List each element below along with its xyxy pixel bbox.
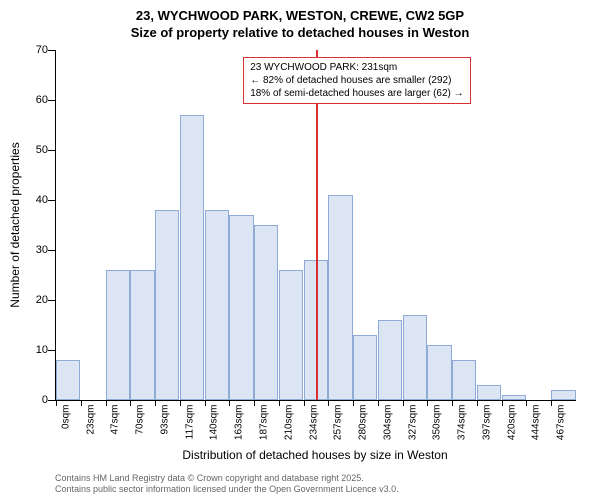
footer-line-2: Contains public sector information licen… — [55, 484, 399, 496]
y-tick-label: 50 — [26, 144, 48, 156]
y-tick — [48, 100, 56, 101]
plot-area: 010203040506070 0sqm23sqm47sqm70sqm93sqm… — [55, 50, 575, 400]
y-tick-label: 40 — [26, 194, 48, 206]
x-tick-label: 187sqm — [259, 405, 270, 441]
histogram-bar — [279, 270, 303, 400]
x-tick-label: 70sqm — [135, 405, 146, 435]
histogram-bar — [378, 320, 402, 400]
x-tick-label: 163sqm — [234, 405, 245, 441]
chart-title-line2: Size of property relative to detached ho… — [0, 25, 600, 44]
annotation-line-2: ← 82% of detached houses are smaller (29… — [250, 74, 463, 87]
x-tick — [551, 400, 552, 406]
histogram-bar — [155, 210, 179, 400]
annotation-line-1: 23 WYCHWOOD PARK: 231sqm — [250, 61, 463, 74]
x-tick — [81, 400, 82, 406]
x-tick — [526, 400, 527, 406]
y-tick-label: 70 — [26, 44, 48, 56]
x-tick — [403, 400, 404, 406]
y-tick — [48, 350, 56, 351]
histogram-bar — [106, 270, 130, 400]
histogram-bar — [551, 390, 575, 400]
annotation-line-3: 18% of semi-detached houses are larger (… — [250, 87, 463, 100]
x-tick — [130, 400, 131, 406]
x-tick-label: 93sqm — [159, 405, 170, 435]
x-tick — [427, 400, 428, 406]
histogram-bar — [502, 395, 526, 400]
x-tick — [304, 400, 305, 406]
histogram-bar — [205, 210, 229, 400]
histogram-bar — [427, 345, 451, 400]
x-tick — [477, 400, 478, 406]
x-tick — [328, 400, 329, 406]
histogram-bar — [229, 215, 253, 400]
y-axis-label: Number of detached properties — [8, 142, 22, 307]
x-tick-label: 420sqm — [506, 405, 517, 441]
histogram-bar — [477, 385, 501, 400]
y-tick — [48, 50, 56, 51]
x-tick — [378, 400, 379, 406]
x-tick-label: 140sqm — [209, 405, 220, 441]
x-tick-label: 304sqm — [382, 405, 393, 441]
x-tick — [254, 400, 255, 406]
y-tick-label: 10 — [26, 344, 48, 356]
y-tick-label: 0 — [26, 394, 48, 406]
y-tick-label: 60 — [26, 94, 48, 106]
x-tick-label: 327sqm — [407, 405, 418, 441]
x-tick-label: 117sqm — [184, 405, 195, 440]
x-tick-label: 444sqm — [531, 405, 542, 441]
x-tick-label: 0sqm — [60, 405, 71, 429]
y-tick-label: 20 — [26, 294, 48, 306]
y-tick — [48, 400, 56, 401]
x-tick-label: 397sqm — [481, 405, 492, 441]
x-tick — [180, 400, 181, 406]
y-tick — [48, 250, 56, 251]
x-tick — [205, 400, 206, 406]
y-tick — [48, 150, 56, 151]
y-tick-label: 30 — [26, 244, 48, 256]
x-tick-label: 23sqm — [85, 405, 96, 435]
x-tick — [279, 400, 280, 406]
histogram-bar — [130, 270, 154, 400]
x-tick-label: 374sqm — [457, 405, 468, 441]
footer-text: Contains HM Land Registry data © Crown c… — [55, 473, 399, 496]
x-tick-label: 234sqm — [308, 405, 319, 441]
histogram-bar — [328, 195, 352, 400]
x-tick-label: 280sqm — [358, 405, 369, 441]
histogram-bar — [353, 335, 377, 400]
x-tick — [155, 400, 156, 406]
y-tick — [48, 200, 56, 201]
x-tick-label: 467sqm — [556, 405, 567, 441]
histogram-bar — [180, 115, 204, 400]
x-axis-label: Distribution of detached houses by size … — [182, 448, 447, 462]
x-tick-label: 210sqm — [283, 405, 294, 441]
x-tick — [353, 400, 354, 406]
x-tick — [452, 400, 453, 406]
annotation-box: 23 WYCHWOOD PARK: 231sqm ← 82% of detach… — [243, 57, 470, 104]
histogram-bar — [56, 360, 80, 400]
x-tick — [229, 400, 230, 406]
x-tick — [106, 400, 107, 406]
plot-inner: 010203040506070 0sqm23sqm47sqm70sqm93sqm… — [55, 50, 576, 401]
histogram-bar — [254, 225, 278, 400]
x-tick-label: 257sqm — [333, 405, 344, 441]
x-tick — [502, 400, 503, 406]
x-tick — [56, 400, 57, 406]
histogram-bar — [452, 360, 476, 400]
x-tick-label: 47sqm — [110, 405, 121, 435]
chart-container: 23, WYCHWOOD PARK, WESTON, CREWE, CW2 5G… — [0, 0, 600, 500]
footer-line-1: Contains HM Land Registry data © Crown c… — [55, 473, 399, 485]
histogram-bar — [403, 315, 427, 400]
chart-title-line1: 23, WYCHWOOD PARK, WESTON, CREWE, CW2 5G… — [0, 0, 600, 25]
y-tick — [48, 300, 56, 301]
x-tick-label: 350sqm — [432, 405, 443, 441]
